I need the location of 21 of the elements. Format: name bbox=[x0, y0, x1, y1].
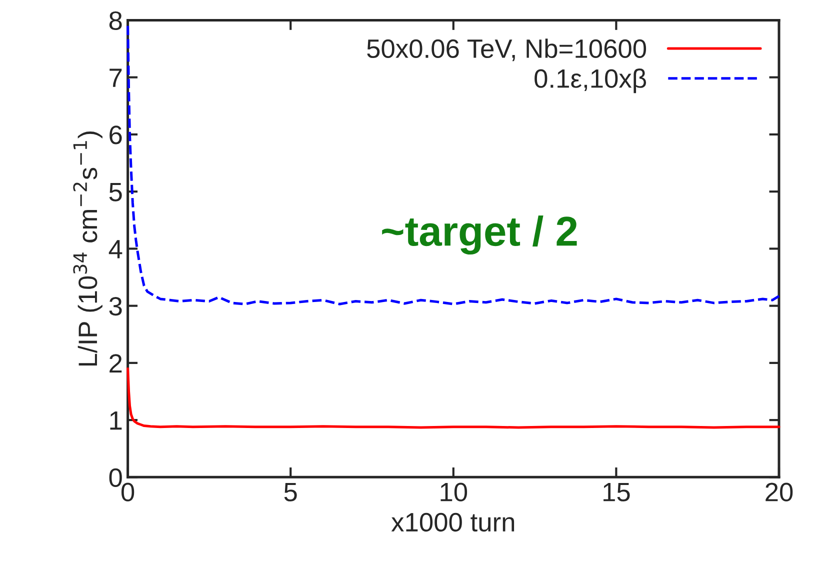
legend-label: 0.1ε,10xβ bbox=[534, 68, 646, 94]
y-tick-label: 8 bbox=[109, 11, 122, 30]
line-series bbox=[126, 367, 780, 429]
y-tick-label: 4 bbox=[108, 240, 122, 258]
x-tick-label: 20 bbox=[766, 482, 793, 502]
y-tick-label: 6 bbox=[110, 126, 122, 144]
x-tick-label: 0 bbox=[121, 482, 134, 502]
y-tick-label: 3 bbox=[109, 296, 122, 316]
x-tick-label: 10 bbox=[440, 482, 468, 502]
x-axis-title: x1000 turn bbox=[391, 512, 514, 532]
y-tick-label: 2 bbox=[110, 354, 122, 372]
x-tick-label: 5 bbox=[284, 483, 297, 502]
y-axis-title: L/IP (10$^{34}$ cm$^{−2}$s$^{−1}$) bbox=[73, 132, 102, 366]
y-tick-label: 5 bbox=[109, 182, 122, 202]
y-tick-label: 1 bbox=[110, 411, 122, 430]
x-tick-label: 15 bbox=[604, 483, 630, 502]
y-tick-label: 7 bbox=[110, 68, 122, 87]
line-series bbox=[126, 24, 780, 306]
y-tick-label: 0 bbox=[109, 468, 122, 487]
legend-label: 50x0.06 TeV, Nb=10600 bbox=[367, 38, 646, 62]
annotation: ~target / 2 bbox=[382, 215, 577, 254]
